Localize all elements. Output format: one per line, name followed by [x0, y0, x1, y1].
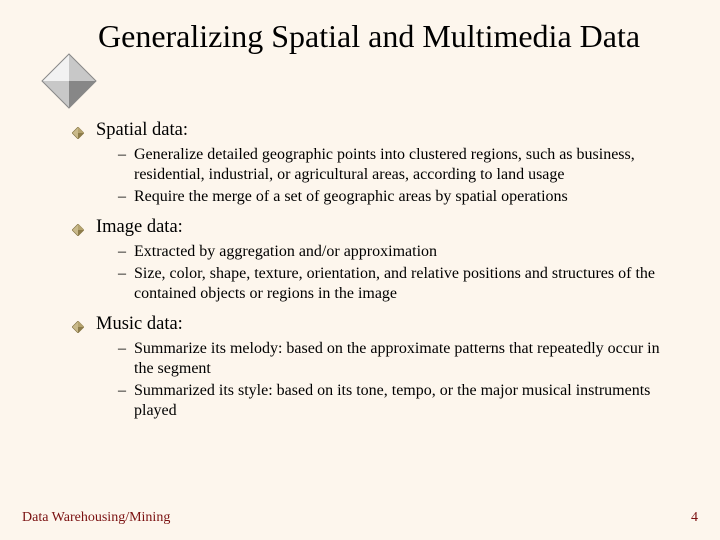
- section-image: Image data: – Extracted by aggregation a…: [72, 217, 680, 304]
- list-item: – Summarize its melody: based on the app…: [118, 339, 680, 379]
- list-item-text: Summarize its melody: based on the appro…: [134, 339, 680, 379]
- dash-bullet: –: [118, 264, 134, 304]
- list-item: – Extracted by aggregation and/or approx…: [118, 242, 680, 262]
- list-item-text: Generalize detailed geographic points in…: [134, 145, 680, 185]
- dash-bullet: –: [118, 187, 134, 207]
- section-heading: Spatial data:: [96, 120, 188, 141]
- dash-bullet: –: [118, 339, 134, 379]
- footer-left: Data Warehousing/Mining: [22, 510, 170, 526]
- slide-footer: Data Warehousing/Mining 4: [22, 510, 698, 526]
- dash-bullet: –: [118, 145, 134, 185]
- list-item: – Summarized its style: based on its ton…: [118, 381, 680, 421]
- slide-content: Spatial data: – Generalize detailed geog…: [72, 120, 680, 431]
- slide-title: Generalizing Spatial and Multimedia Data: [98, 18, 690, 55]
- list-item-text: Size, color, shape, texture, orientation…: [134, 264, 680, 304]
- diamond-bullet-icon: [72, 223, 84, 235]
- section-heading: Music data:: [96, 314, 183, 335]
- dash-bullet: –: [118, 242, 134, 262]
- dash-bullet: –: [118, 381, 134, 421]
- section-music: Music data: – Summarize its melody: base…: [72, 314, 680, 421]
- list-item-text: Require the merge of a set of geographic…: [134, 187, 568, 207]
- title-diamond-decoration: [40, 52, 98, 110]
- list-item: – Require the merge of a set of geograph…: [118, 187, 680, 207]
- diamond-bullet-icon: [72, 320, 84, 332]
- section-heading: Image data:: [96, 217, 183, 238]
- slide-number: 4: [691, 510, 698, 526]
- list-item: – Generalize detailed geographic points …: [118, 145, 680, 185]
- list-item-text: Summarized its style: based on its tone,…: [134, 381, 680, 421]
- slide-title-area: Generalizing Spatial and Multimedia Data: [46, 18, 690, 55]
- diamond-bullet-icon: [72, 126, 84, 138]
- section-spatial: Spatial data: – Generalize detailed geog…: [72, 120, 680, 207]
- list-item: – Size, color, shape, texture, orientati…: [118, 264, 680, 304]
- list-item-text: Extracted by aggregation and/or approxim…: [134, 242, 437, 262]
